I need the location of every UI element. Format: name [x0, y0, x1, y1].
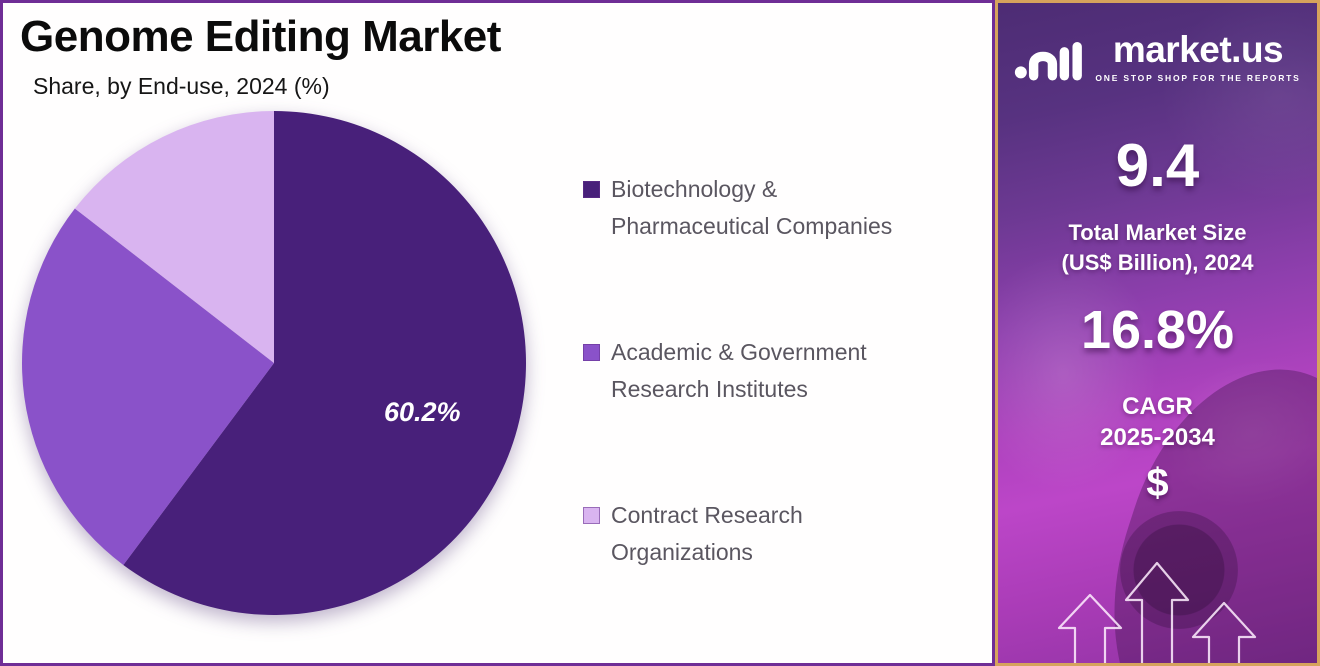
pie-slice: [123, 111, 526, 615]
legend-label-line1: Academic & Government: [611, 339, 867, 365]
legend-swatch-medium-purple: [583, 344, 600, 361]
legend-label-line1: Contract Research: [611, 502, 803, 528]
legend-label-line2: Organizations: [611, 539, 753, 565]
chart-subtitle: Share, by End-use, 2024 (%): [33, 73, 330, 99]
up-arrow-icon: [1057, 593, 1123, 663]
cagr-value: 16.8%: [1080, 300, 1235, 360]
legend-item-biotech-pharma: Biotechnology & Pharmaceutical Companies: [583, 171, 892, 245]
cagr-label-line2: 2025-2034: [1100, 424, 1215, 451]
brand-tagline: ONE STOP SHOP FOR THE REPORTS: [1095, 73, 1301, 83]
legend-swatch-light-purple: [583, 507, 600, 524]
cagr-label: CAGR 2025-2034: [998, 391, 1317, 453]
legend-label-line1: Biotechnology &: [611, 176, 778, 202]
market-size-value: 9.4: [1115, 132, 1200, 199]
pie-slice: [74, 111, 274, 363]
legend-label-line2: Pharmaceutical Companies: [611, 213, 893, 239]
market-size-label-line2: (US$ Billion), 2024: [1061, 250, 1254, 275]
brand-name: market.us: [1112, 29, 1284, 70]
legend-item-contract-research: Contract Research Organizations: [583, 497, 803, 571]
photo-highlight-papers: [998, 248, 1163, 498]
brand-stats-panel: market.us ONE STOP SHOP FOR THE REPORTS …: [995, 0, 1320, 666]
brand-text-block: market.us ONE STOP SHOP FOR THE REPORTS: [1095, 31, 1300, 83]
legend-label-line2: Research Institutes: [611, 376, 808, 402]
legend-label: Contract Research Organizations: [611, 497, 803, 571]
chart-section: Genome Editing Market Share, by End-use,…: [0, 0, 995, 666]
pie-slice: [21, 208, 274, 565]
pie-slice-value-label: 60.2%: [384, 397, 461, 427]
market-size-label: Total Market Size (US$ Billion), 2024: [998, 218, 1317, 278]
up-arrow-icon: [1191, 601, 1257, 663]
pie-chart: 60.2%: [21, 111, 526, 615]
legend-label: Academic & Government Research Institute…: [611, 334, 867, 408]
legend-swatch-dark-purple: [583, 181, 600, 198]
marketus-logo: market.us ONE STOP SHOP FOR THE REPORTS: [998, 29, 1317, 85]
dollar-icon: $: [1146, 461, 1169, 505]
cagr-label-line1: CAGR: [1122, 393, 1193, 420]
growth-arrows-icon: [1057, 561, 1257, 663]
market-size-label-line1: Total Market Size: [1068, 220, 1247, 245]
legend-item-academic-government: Academic & Government Research Institute…: [583, 334, 867, 408]
page-title: Genome Editing Market: [20, 12, 501, 61]
legend-label: Biotechnology & Pharmaceutical Companies: [611, 171, 892, 245]
up-arrow-icon: [1124, 561, 1190, 663]
marketus-logo-icon: [1015, 42, 1083, 81]
